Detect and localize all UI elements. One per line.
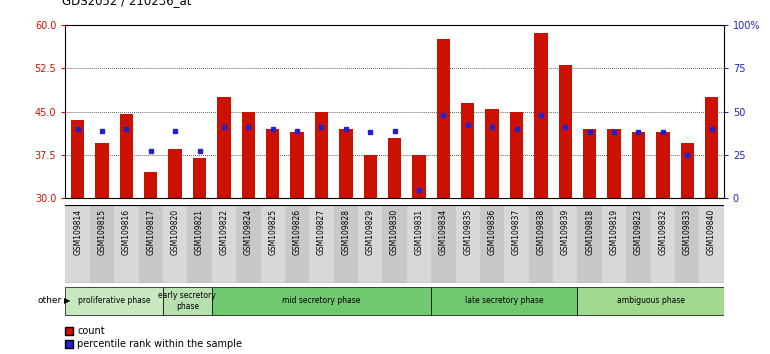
Bar xyxy=(212,205,236,283)
Bar xyxy=(163,287,212,315)
Text: GSM109836: GSM109836 xyxy=(487,209,497,256)
Bar xyxy=(139,205,163,283)
Bar xyxy=(333,205,358,283)
Bar xyxy=(310,205,333,283)
Text: GSM109839: GSM109839 xyxy=(561,209,570,256)
Bar xyxy=(236,205,260,283)
Bar xyxy=(383,205,407,283)
Bar xyxy=(583,129,597,198)
Bar xyxy=(388,137,401,198)
Bar xyxy=(631,132,645,198)
Text: ▶: ▶ xyxy=(64,296,70,306)
Bar xyxy=(578,205,602,283)
Bar xyxy=(260,205,285,283)
Text: GSM109832: GSM109832 xyxy=(658,209,668,255)
Bar xyxy=(315,112,328,198)
Bar xyxy=(485,109,499,198)
Text: GSM109838: GSM109838 xyxy=(537,209,545,255)
Bar xyxy=(480,205,504,283)
Bar xyxy=(285,205,310,283)
Bar xyxy=(651,205,675,283)
Bar xyxy=(602,205,626,283)
Text: GSM109814: GSM109814 xyxy=(73,209,82,255)
Text: GSM109837: GSM109837 xyxy=(512,209,521,256)
Text: GSM109816: GSM109816 xyxy=(122,209,131,255)
Text: other: other xyxy=(38,296,62,306)
Bar xyxy=(212,287,431,315)
Text: GSM109827: GSM109827 xyxy=(317,209,326,255)
Text: early secretory
phase: early secretory phase xyxy=(159,291,216,310)
Text: ambiguous phase: ambiguous phase xyxy=(617,296,685,306)
Bar xyxy=(169,149,182,198)
Text: GDS2052 / 210236_at: GDS2052 / 210236_at xyxy=(62,0,191,7)
Text: mid secretory phase: mid secretory phase xyxy=(283,296,360,306)
Bar xyxy=(437,39,450,198)
Text: GSM109826: GSM109826 xyxy=(293,209,302,255)
Bar xyxy=(412,155,426,198)
Bar xyxy=(119,114,133,198)
Text: GSM109830: GSM109830 xyxy=(390,209,399,256)
Bar xyxy=(681,143,694,198)
Text: percentile rank within the sample: percentile rank within the sample xyxy=(77,339,242,349)
Bar xyxy=(504,205,529,283)
Bar xyxy=(705,97,718,198)
Bar xyxy=(608,129,621,198)
Text: proliferative phase: proliferative phase xyxy=(78,296,150,306)
Text: GSM109825: GSM109825 xyxy=(268,209,277,255)
Bar xyxy=(163,205,187,283)
Bar xyxy=(456,205,480,283)
Text: GSM109820: GSM109820 xyxy=(171,209,179,255)
Bar xyxy=(510,112,524,198)
Text: GSM109828: GSM109828 xyxy=(341,209,350,255)
Bar xyxy=(431,287,578,315)
Text: GSM109834: GSM109834 xyxy=(439,209,448,256)
Bar xyxy=(699,205,724,283)
Bar xyxy=(407,205,431,283)
Text: GSM109822: GSM109822 xyxy=(219,209,229,255)
Bar xyxy=(431,205,456,283)
Bar xyxy=(656,132,670,198)
Bar xyxy=(529,205,553,283)
Bar xyxy=(363,155,377,198)
Text: GSM109833: GSM109833 xyxy=(683,209,691,256)
Text: GSM109817: GSM109817 xyxy=(146,209,156,255)
Text: count: count xyxy=(77,326,105,336)
Bar xyxy=(65,205,90,283)
Text: GSM109821: GSM109821 xyxy=(195,209,204,255)
Text: GSM109840: GSM109840 xyxy=(707,209,716,256)
Bar xyxy=(144,172,158,198)
Bar xyxy=(71,120,85,198)
Bar xyxy=(553,205,578,283)
Text: GSM109815: GSM109815 xyxy=(98,209,106,255)
Bar xyxy=(187,205,212,283)
Bar xyxy=(358,205,383,283)
Bar xyxy=(242,112,255,198)
Bar xyxy=(95,143,109,198)
Bar xyxy=(626,205,651,283)
Text: GSM109824: GSM109824 xyxy=(244,209,253,255)
Text: GSM109829: GSM109829 xyxy=(366,209,375,255)
Bar xyxy=(461,103,474,198)
Bar xyxy=(578,287,724,315)
Bar xyxy=(266,129,280,198)
Text: GSM109823: GSM109823 xyxy=(634,209,643,255)
Bar xyxy=(217,97,231,198)
Bar xyxy=(65,287,163,315)
Bar xyxy=(675,205,699,283)
Bar xyxy=(290,132,304,198)
Bar xyxy=(90,205,114,283)
Bar xyxy=(339,129,353,198)
Bar xyxy=(558,65,572,198)
Text: late secretory phase: late secretory phase xyxy=(465,296,544,306)
Bar xyxy=(534,33,547,198)
Bar xyxy=(114,205,139,283)
Bar xyxy=(192,158,206,198)
Text: GSM109819: GSM109819 xyxy=(610,209,618,255)
Text: GSM109831: GSM109831 xyxy=(414,209,424,255)
Text: GSM109818: GSM109818 xyxy=(585,209,594,255)
Text: GSM109835: GSM109835 xyxy=(464,209,472,256)
